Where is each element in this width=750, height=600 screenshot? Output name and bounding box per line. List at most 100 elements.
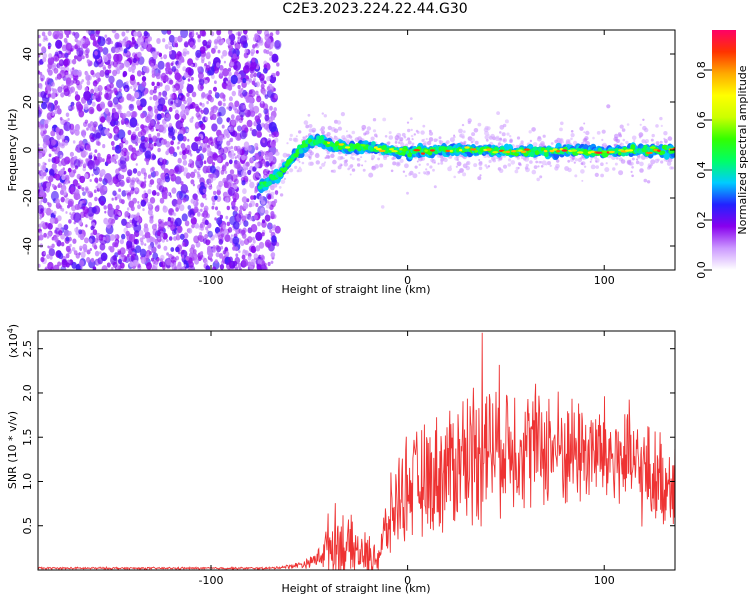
heatmap-cell: [407, 137, 411, 141]
heatmap-cell: [193, 169, 197, 174]
heatmap-cell: [92, 242, 97, 248]
heatmap-cell: [55, 127, 60, 133]
heatmap-cell: [410, 128, 413, 132]
heatmap-cell: [82, 134, 86, 138]
heatmap-cell: [200, 123, 206, 131]
heatmap-cell: [254, 153, 260, 161]
heatmap-cell: [65, 245, 71, 253]
heatmap-cell: [174, 113, 180, 120]
heatmap-cell: [54, 100, 59, 106]
heatmap-cell: [157, 103, 164, 112]
heatmap-cell: [66, 77, 72, 85]
heatmap-cell: [525, 163, 529, 167]
heatmap-cell: [659, 140, 663, 144]
colorbar-tick-label: 0.6: [695, 111, 708, 129]
heatmap-cell: [129, 219, 133, 224]
heatmap-cell: [272, 73, 276, 78]
heatmap-cell: [64, 58, 70, 66]
heatmap-cell: [266, 86, 271, 91]
heatmap-cell: [413, 133, 416, 136]
heatmap-cell: [478, 161, 483, 166]
heatmap-cell: [234, 213, 242, 223]
heatmap-cell: [39, 189, 45, 196]
heatmap-cell: [136, 222, 140, 226]
heatmap-cell: [132, 131, 136, 137]
heatmap-cell: [105, 84, 112, 92]
heatmap-cell: [197, 256, 202, 262]
heatmap-cell: [615, 138, 617, 141]
heatmap-cell: [202, 188, 207, 194]
heatmap-cell: [601, 138, 604, 141]
heatmap-cell: [570, 149, 578, 152]
heatmap-cell: [126, 207, 130, 211]
heatmap-cell: [177, 157, 182, 164]
heatmap-cell: [173, 151, 178, 157]
heatmap-cell: [289, 133, 293, 137]
heatmap-cell: [245, 162, 249, 167]
heatmap-cell: [462, 172, 467, 177]
heatmap-cell: [363, 132, 367, 136]
heatmap-cell: [164, 96, 168, 100]
heatmap-cell: [268, 121, 277, 133]
heatmap-cell: [99, 187, 105, 195]
heatmap-cell: [570, 133, 575, 138]
heatmap-cell: [418, 171, 421, 175]
heatmap-cell: [58, 30, 64, 37]
heatmap-cell: [321, 112, 324, 115]
heatmap-cell: [102, 66, 107, 71]
heatmap-cell: [125, 80, 129, 85]
heatmap-cell: [130, 205, 135, 212]
heatmap-cell: [264, 114, 270, 122]
snr-frame: [37, 330, 676, 571]
heatmap-cell: [166, 252, 170, 256]
heatmap-cell: [197, 38, 201, 43]
heatmap-cell: [263, 64, 268, 69]
heatmap-cell: [160, 124, 166, 132]
heatmap-cell: [174, 36, 178, 42]
heatmap-cell: [47, 261, 54, 270]
heatmap-cell: [269, 204, 274, 211]
heatmap-cell: [223, 60, 226, 64]
y-tick-label: 0.5: [21, 517, 34, 535]
heatmap-cell: [244, 48, 249, 54]
heatmap-cell: [376, 148, 382, 151]
heatmap-cell: [177, 35, 183, 43]
heatmap-cell: [256, 130, 262, 138]
heatmap-cell: [222, 250, 226, 255]
heatmap-cell: [555, 163, 560, 169]
heatmap-cell: [520, 140, 524, 144]
heatmap-cell: [61, 259, 68, 268]
heatmap-cell: [437, 162, 440, 165]
heatmap-cell: [379, 163, 384, 168]
heatmap-cell: [159, 157, 163, 163]
heatmap-cell: [407, 128, 411, 133]
heatmap-cell: [226, 106, 229, 110]
heatmap-cell: [65, 49, 69, 54]
heatmap-cell: [360, 144, 366, 147]
heatmap-cell: [193, 252, 197, 256]
heatmap-cell: [64, 156, 71, 165]
heatmap-cell: [239, 267, 242, 270]
heatmap-cell: [112, 190, 117, 196]
heatmap-cell: [183, 72, 189, 79]
heatmap-cell: [80, 150, 87, 158]
heatmap-cell: [235, 32, 239, 36]
heatmap-cell: [91, 101, 96, 107]
heatmap-cell: [272, 214, 277, 219]
heatmap-cell: [38, 104, 41, 108]
heatmap-cell: [202, 148, 206, 153]
heatmap-cell: [181, 249, 185, 255]
heatmap-cell: [249, 200, 255, 207]
heatmap-cell: [140, 199, 147, 207]
heatmap-cell: [92, 229, 98, 236]
heatmap-cell: [134, 128, 137, 132]
heatmap-cell: [118, 212, 122, 216]
heatmap-cell: [529, 139, 533, 143]
heatmap-cell: [51, 183, 55, 188]
heatmap-cell: [63, 121, 72, 132]
heatmap-cell: [260, 264, 267, 270]
heatmap-cell: [113, 53, 120, 62]
heatmap-cell: [337, 165, 342, 170]
